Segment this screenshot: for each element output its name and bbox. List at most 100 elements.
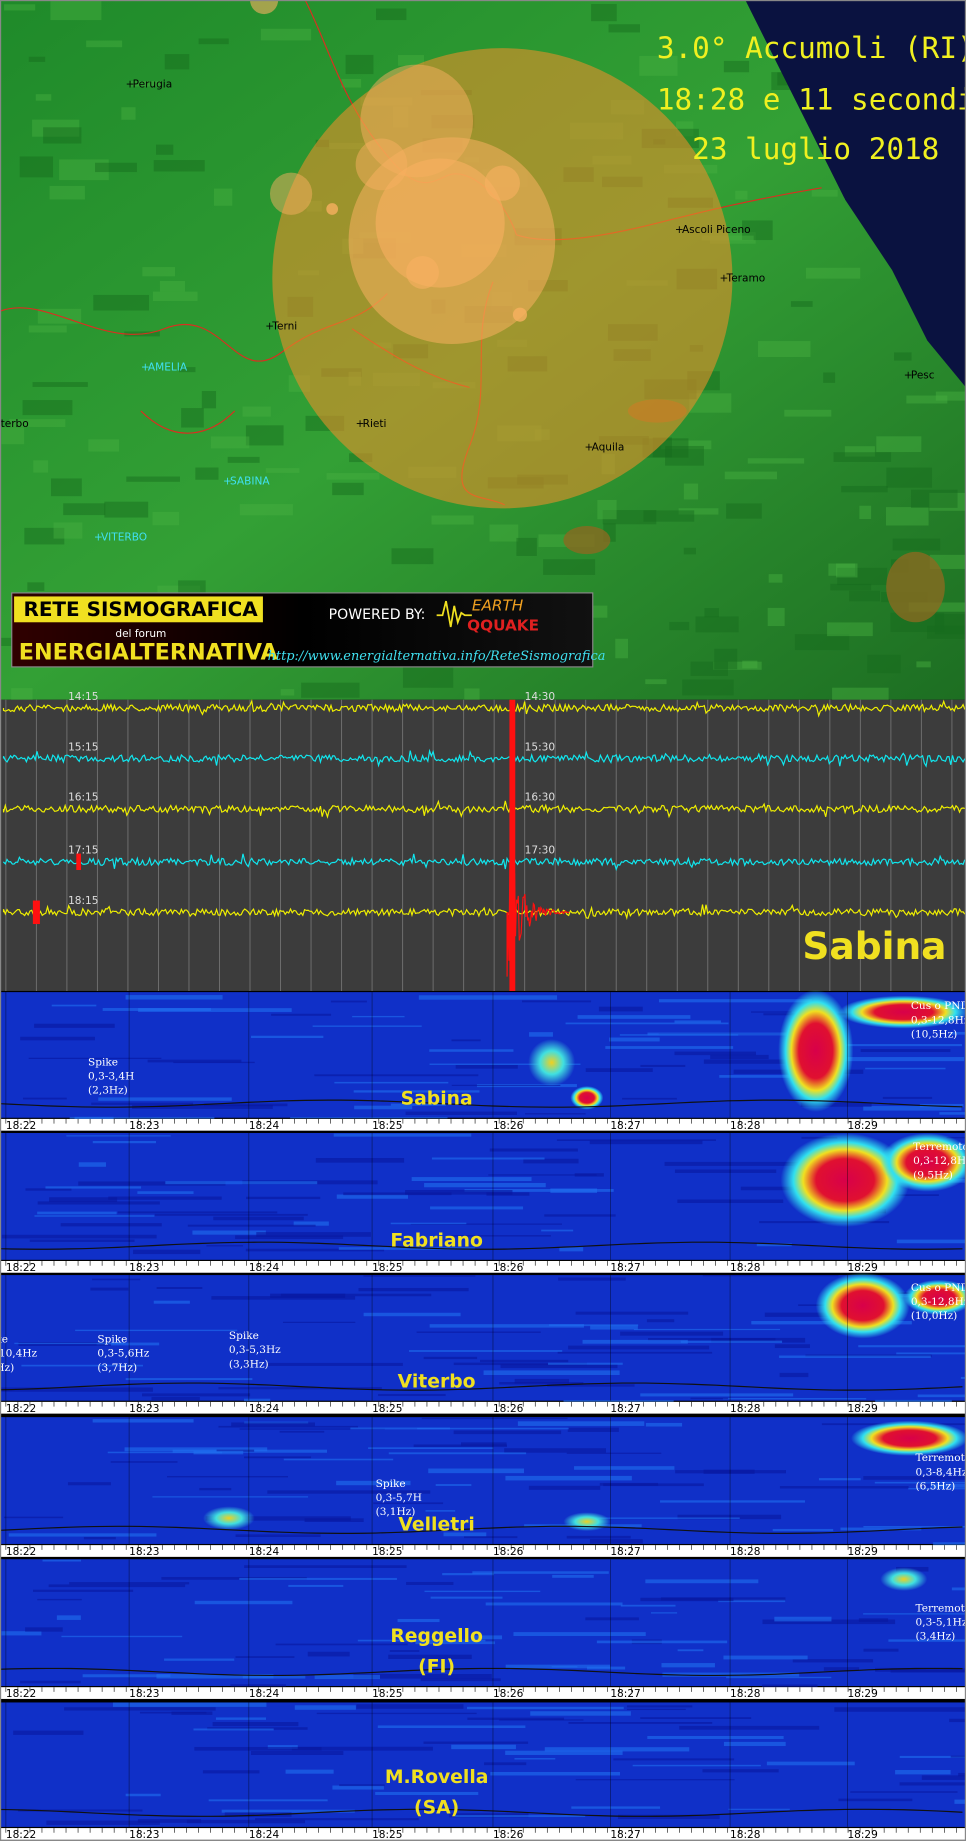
spectrogram-streak [350, 1427, 450, 1430]
spectrogram-streak [645, 1579, 759, 1584]
time-label: 18:25 [372, 1546, 402, 1558]
terrain [22, 400, 73, 416]
spectrogram-streak [874, 1481, 966, 1484]
terrain [833, 452, 892, 462]
time-axis [0, 1687, 966, 1699]
spectrogram-streak [585, 1068, 653, 1073]
city-marker: + [356, 418, 365, 430]
spectrogram-streak [137, 1191, 194, 1194]
spectrogram-trend [0, 1667, 963, 1677]
time-label: 18:23 [129, 1829, 159, 1841]
station-name: (SA) [414, 1798, 459, 1819]
spectrogram-energy [839, 995, 966, 1029]
terrain [49, 185, 85, 200]
spectrogram-streak [282, 1321, 356, 1323]
logo-brand2: QQUAKE [467, 616, 539, 634]
time-label: 18:25 [372, 1829, 402, 1841]
spectrogram-streak [61, 1635, 183, 1638]
terrain [431, 515, 474, 525]
logo-powered: POWERED BY: [329, 607, 426, 623]
terrain [714, 648, 738, 670]
spectrogram-streak [844, 1057, 965, 1062]
spectrogram-energy [563, 1512, 611, 1532]
spectrogram-bg [0, 1417, 966, 1544]
spectrogram-streak [517, 1421, 645, 1426]
spectrogram-streak [660, 1500, 806, 1503]
logo-wave [436, 600, 472, 628]
terrain [195, 467, 219, 480]
time-label: 18:27 [610, 1546, 640, 1558]
spectrogram-streak [352, 1015, 405, 1018]
spectrogram-streak [186, 1819, 305, 1824]
spectrogram-streak [37, 1201, 160, 1205]
spectrogram-streak [244, 1456, 312, 1459]
logo-brand1: EARTH [472, 596, 524, 614]
title-line: 23 luglio 2018 [692, 132, 939, 166]
spectrogram-streak [411, 1177, 532, 1182]
time-label: 18:29 [847, 1262, 877, 1274]
annotation: Spike [376, 1478, 406, 1490]
city-label: Rieti [363, 418, 387, 430]
trace-time-left: 14:15 [68, 691, 98, 703]
spectrogram-streak [246, 1196, 321, 1200]
spectrogram-streak [547, 1384, 635, 1387]
spectrogram-streak [677, 1514, 782, 1520]
spectrogram-streak [152, 1496, 309, 1498]
time-label: 18:25 [372, 1688, 402, 1700]
spectrogram-streak [29, 1239, 135, 1242]
spectrogram-streak [505, 1664, 611, 1669]
spectrogram-streak [108, 1196, 222, 1200]
annotation: (10,0Hz) [911, 1310, 957, 1322]
terrain [742, 220, 773, 241]
spectrogram-streak [565, 1022, 729, 1025]
spectrogram-streak [431, 1157, 545, 1160]
spectrogram-streak [467, 1717, 565, 1720]
spectrogram-streak [723, 1655, 808, 1660]
spectrogram-streak [154, 1213, 308, 1216]
city-marker: + [141, 361, 150, 373]
city-label: Teramo [726, 272, 766, 284]
city-marker: + [223, 475, 232, 487]
spectrogram-streak [464, 1188, 614, 1192]
spectrogram-streak [690, 1397, 729, 1400]
terrain [265, 468, 300, 473]
spectrogram-streak [728, 1808, 790, 1810]
annotation: Spike [97, 1334, 127, 1346]
spectrogram-streak [75, 1329, 238, 1332]
spectrogram-streak [22, 1097, 67, 1100]
spectrogram-streak [218, 1425, 358, 1428]
time-label: 18:22 [6, 1403, 36, 1415]
terrain [464, 688, 480, 700]
terrain [849, 590, 880, 602]
spectrogram-energy [880, 1567, 928, 1591]
spectrogram-streak [373, 1502, 444, 1505]
annotation: (3,1Hz) [376, 1506, 416, 1518]
spectrogram-streak [137, 1819, 202, 1823]
spectrogram-streak [421, 1417, 568, 1420]
city-label: Terni [271, 320, 297, 332]
spectrogram-streak [353, 1090, 480, 1093]
spectrogram-streak [161, 1576, 307, 1580]
terrain [130, 81, 162, 87]
spectrogram-streak [251, 1035, 324, 1039]
spectrogram-streak [800, 1102, 872, 1107]
spectrogram-streak [245, 1248, 385, 1252]
spectrogram-streak [593, 1517, 740, 1519]
spectrogram-streak [48, 1584, 186, 1588]
quake-marker [375, 158, 505, 288]
quake-marker [326, 203, 339, 215]
terrain [50, 1, 102, 21]
spectrogram-streak [147, 1059, 242, 1063]
terrain [156, 144, 174, 155]
spectrogram-streak [199, 1487, 232, 1491]
spectrogram-streak [448, 1235, 551, 1237]
spectrogram-streak [267, 1745, 298, 1749]
city-marker: + [126, 79, 135, 91]
spectrogram-streak [294, 1705, 356, 1710]
spectrogram-streak [363, 1312, 461, 1317]
spectrogram-streak [599, 1482, 659, 1486]
city-label: Ascoli Piceno [682, 224, 751, 236]
spectrogram-streak [568, 1722, 713, 1724]
time-label: 18:24 [249, 1120, 280, 1132]
terrain [239, 504, 293, 516]
